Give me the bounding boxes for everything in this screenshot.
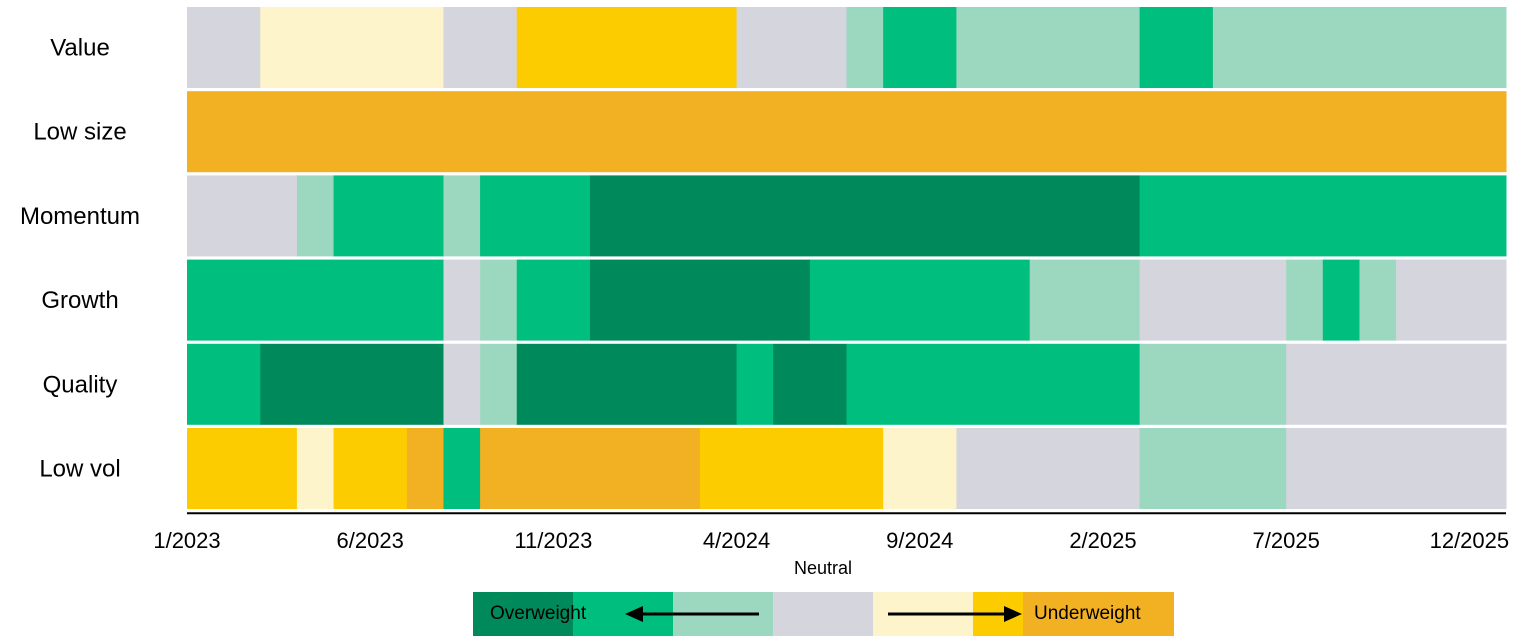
heatmap-cell bbox=[187, 343, 261, 425]
heatmap-cell bbox=[590, 259, 811, 341]
heatmap-cell bbox=[1322, 259, 1360, 341]
heatmap-cell bbox=[699, 428, 884, 509]
x-tick-label: 12/2025 bbox=[1430, 528, 1510, 553]
heatmap-cell bbox=[406, 428, 444, 509]
heatmap-cell bbox=[736, 343, 774, 425]
x-tick-label: 4/2024 bbox=[703, 528, 770, 553]
heatmap-cell bbox=[443, 175, 481, 257]
row-label: Quality bbox=[43, 371, 118, 398]
legend-swatch-strong-overweight bbox=[473, 592, 573, 636]
row-label: Growth bbox=[41, 287, 118, 314]
heatmap-cell bbox=[883, 7, 957, 88]
heatmap-cell bbox=[187, 259, 444, 341]
left-arrow-icon bbox=[625, 606, 759, 622]
x-tick-label: 9/2024 bbox=[886, 528, 953, 553]
row-label: Momentum bbox=[20, 203, 140, 230]
row-label: Low vol bbox=[39, 456, 120, 483]
heatmap-cell bbox=[1359, 259, 1397, 341]
heatmap-cell bbox=[883, 428, 957, 509]
heatmap-cell bbox=[590, 175, 1141, 257]
x-tick-label: 7/2025 bbox=[1253, 528, 1320, 553]
factor-heatmap: Value Low size Momentum Growth Quality Low vo… bbox=[20, 7, 1510, 553]
heatmap-cell bbox=[260, 343, 444, 425]
heatmap-cell bbox=[187, 428, 298, 509]
x-tick-label: 11/2023 bbox=[514, 528, 592, 553]
heatmap-cell bbox=[260, 7, 444, 88]
heatmap-cell bbox=[809, 259, 1031, 341]
heatmap-cell bbox=[516, 259, 591, 341]
x-tick-label: 2/2025 bbox=[1069, 528, 1136, 553]
heatmap-cell bbox=[443, 343, 481, 425]
heatmap-cell bbox=[736, 7, 847, 88]
heatmap-cell bbox=[333, 428, 408, 509]
heatmap-cell bbox=[1286, 259, 1324, 341]
legend-neutral-label: Neutral bbox=[793, 558, 853, 578]
heatmap-cell bbox=[956, 428, 1141, 509]
heatmap-cell bbox=[480, 343, 518, 425]
legend-underweight-label: Underweight bbox=[1034, 603, 1141, 624]
heatmap-cell bbox=[1029, 259, 1141, 341]
heatmap-cell bbox=[1139, 428, 1287, 509]
legend-swatch-neutral bbox=[773, 592, 873, 636]
heatmap-cell bbox=[1396, 259, 1507, 341]
heatmap-cell bbox=[1286, 428, 1507, 509]
heatmap-cell bbox=[846, 343, 1141, 425]
legend: Overweight Underweight bbox=[473, 592, 1174, 636]
heatmap-cell bbox=[187, 7, 261, 88]
heatmap-cell bbox=[1139, 343, 1287, 425]
row-label: Value bbox=[50, 35, 110, 62]
heatmap-cell bbox=[1139, 175, 1507, 257]
heatmap-cell bbox=[1212, 7, 1507, 88]
heatmap-cell bbox=[1286, 343, 1507, 425]
heatmap-cell bbox=[846, 7, 884, 88]
row-label: Low size bbox=[33, 119, 126, 146]
heatmap-cell bbox=[296, 428, 335, 509]
x-tick-label: 1/2023 bbox=[153, 528, 220, 553]
heatmap-cell bbox=[443, 428, 481, 509]
legend-arrows bbox=[625, 606, 1022, 622]
heatmap-cell bbox=[296, 175, 335, 257]
heatmap-cell bbox=[333, 175, 444, 257]
heatmap-cell bbox=[443, 259, 481, 341]
legend-swatch-strong-underweight bbox=[1023, 592, 1174, 636]
heatmap-cell bbox=[187, 91, 1507, 173]
heatmap-cell bbox=[516, 7, 738, 88]
heatmap-cell bbox=[480, 259, 518, 341]
heatmap-cell bbox=[187, 175, 298, 257]
heatmap-cell bbox=[1139, 259, 1287, 341]
right-arrow-icon bbox=[888, 606, 1022, 622]
legend-overweight-label: Overweight bbox=[490, 603, 587, 624]
heatmap-cell bbox=[480, 428, 701, 509]
heatmap-cell bbox=[443, 7, 518, 88]
heatmap-cell bbox=[956, 7, 1141, 88]
heatmap-cell bbox=[1139, 7, 1214, 88]
x-tick-label: 6/2023 bbox=[337, 528, 404, 553]
heatmap-cell bbox=[773, 343, 847, 425]
heatmap-cell bbox=[516, 343, 738, 425]
heatmap-cell bbox=[480, 175, 591, 257]
